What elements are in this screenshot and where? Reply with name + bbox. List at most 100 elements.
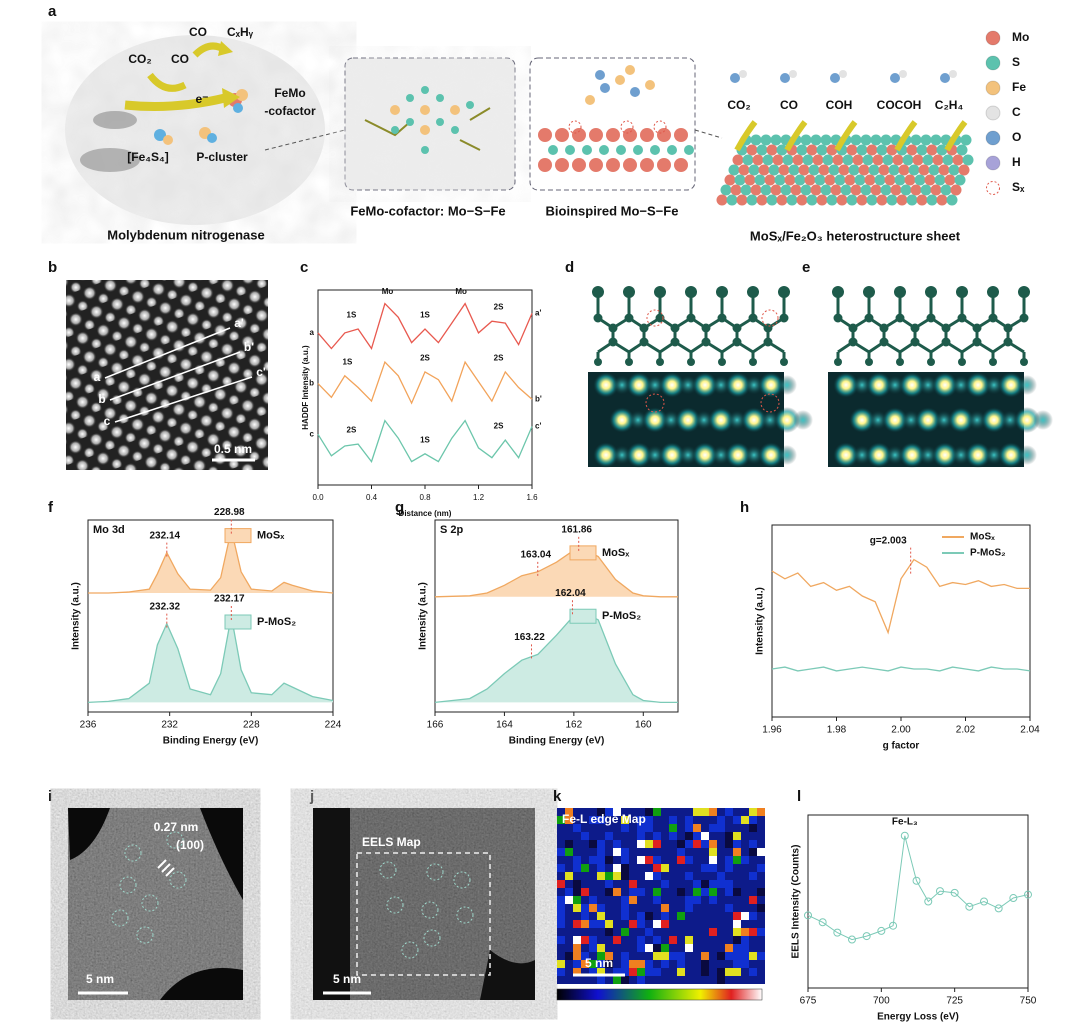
bright-spot [774,407,800,433]
atom [810,134,822,146]
atom [594,358,602,366]
map-pixel [685,880,693,888]
atom [420,125,430,135]
map-pixel [661,880,669,888]
map-pixel [677,808,685,816]
bright-spot [866,372,892,398]
map-pixel [661,920,669,928]
map-pixel [701,968,709,976]
dim-spot [1033,410,1053,430]
map-pixel [741,896,749,904]
label: CO [171,52,189,66]
area [435,610,678,703]
map-pixel [597,856,605,864]
map-pixel [645,816,653,824]
atom [732,323,742,333]
map-pixel [565,952,573,960]
map-pixel [725,960,733,968]
atom [886,194,898,206]
atom [856,194,868,206]
map-pixel [597,936,605,944]
map-pixel [597,832,605,840]
atom [756,194,768,206]
atom [878,164,890,176]
map-pixel [597,928,605,936]
atom [830,184,842,196]
marker [833,928,842,937]
bright-spot [758,442,784,468]
x-tick-label: 1.6 [526,493,538,502]
map-pixel [581,936,589,944]
annotation: 2S [494,422,504,431]
atom [860,184,872,196]
label: e⁻ [195,92,208,106]
bond [837,316,870,354]
arrow [734,120,758,152]
atom [1018,286,1030,298]
map-pixel [685,928,693,936]
atom [742,154,754,166]
map-pixel [557,824,565,832]
map-pixel [597,824,605,832]
profile-line [104,327,231,379]
map-pixel [613,904,621,912]
charts: c 0.0 0.4 0.8 1.2 1.6 Distance (nm) HADDF Inten… [48,259,1040,1023]
atom [391,126,399,134]
scale-label: 0.5 nm [214,442,252,456]
bright-spot [741,407,767,433]
map-pixel [757,944,765,952]
map-pixel [717,840,725,848]
atom [870,134,882,146]
label: P-cluster [196,150,248,164]
map-pixel [693,952,701,960]
atom [1003,337,1013,347]
atom [902,154,914,166]
atom [788,164,800,176]
map-pixel [573,936,581,944]
map-pixel [613,912,621,920]
marker [912,876,921,885]
atom [640,128,654,142]
series-end-label: c' [535,422,541,431]
map-pixel [621,960,629,968]
atom [798,164,810,176]
map-pixel [693,880,701,888]
map-pixel [565,848,573,856]
map-pixel [621,888,629,896]
map-pixel [565,976,573,984]
map-pixel [669,976,677,984]
atom [687,358,695,366]
map-pixel [557,888,565,896]
atom [941,337,951,347]
area [88,529,333,593]
atom [870,184,882,196]
atom [808,164,820,176]
map-pixel [653,872,661,880]
bright-spot [725,442,751,468]
map-pixel [717,936,725,944]
atom [778,164,790,176]
x-tick-label: 700 [873,996,890,1007]
map-pixel [725,824,733,832]
map-pixel [725,968,733,976]
panel-label: a [48,3,57,20]
atom [792,154,804,166]
atom [850,134,862,146]
atom [766,144,778,156]
x-tick-label: 164 [496,720,513,731]
map-pixel [581,920,589,928]
map-pixel [733,912,741,920]
map-pixel [709,928,717,936]
map-pixel [605,960,613,968]
vacancy [620,120,634,134]
map-pixel [693,872,701,880]
bond [597,316,630,354]
map-pixel [693,912,701,920]
map-pixel [749,976,757,984]
map-pixel [589,856,597,864]
atom [625,358,633,366]
map-pixel [725,840,733,848]
atom [421,146,429,154]
map-pixel [613,920,621,928]
map-pixel [693,936,701,944]
